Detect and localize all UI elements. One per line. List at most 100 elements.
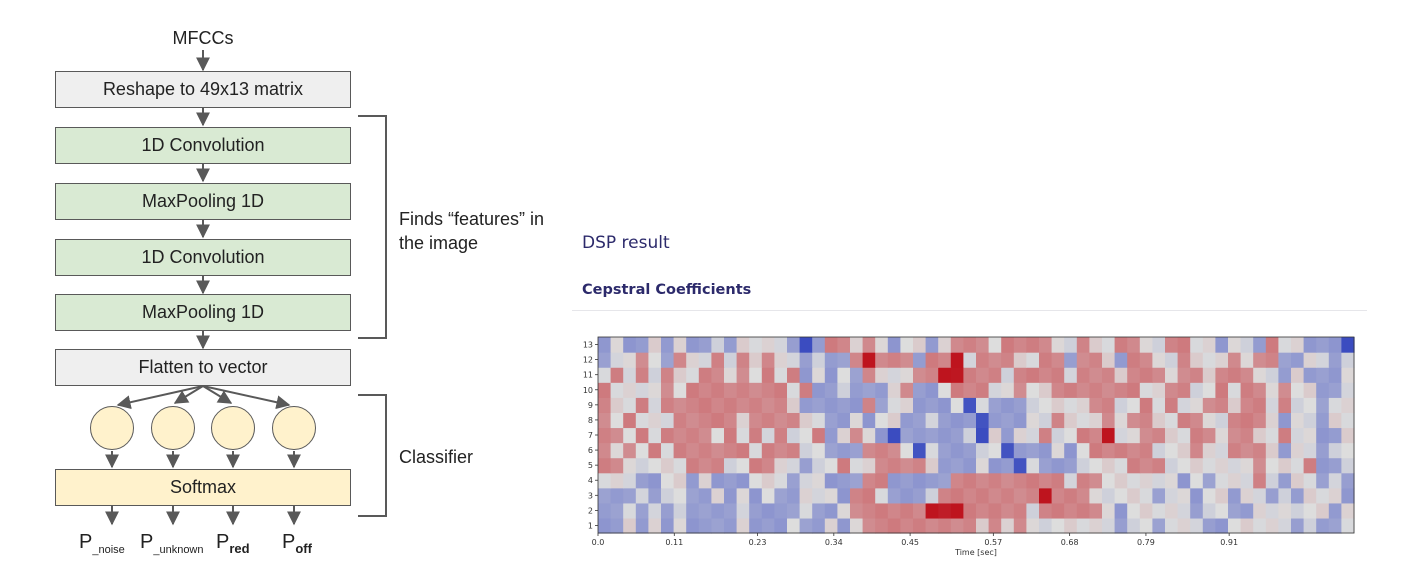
heatmap-cell xyxy=(824,487,838,504)
heatmap-cell xyxy=(812,412,826,429)
heatmap-cell xyxy=(1114,397,1128,413)
heatmap-cell xyxy=(1165,337,1179,353)
heatmap-cell xyxy=(988,487,1002,504)
heatmap-cell xyxy=(1202,337,1216,353)
heatmap-cell xyxy=(635,337,649,353)
heatmap-cell xyxy=(1240,412,1254,429)
heatmap-cell xyxy=(862,397,876,413)
heatmap-cell xyxy=(1089,442,1103,459)
heatmap-cell xyxy=(1152,352,1166,368)
heatmap-cell xyxy=(1177,442,1191,459)
heatmap-cell xyxy=(938,457,952,474)
y-tick-label: 11 xyxy=(583,371,593,380)
heatmap-cell xyxy=(610,472,624,489)
heatmap-cell xyxy=(1253,337,1267,353)
heatmap-cell xyxy=(963,487,977,504)
heatmap-cell xyxy=(900,457,914,474)
heatmap-cell xyxy=(950,517,964,534)
heatmap-cell xyxy=(673,472,687,489)
heatmap-cell xyxy=(1039,367,1053,383)
heatmap-cell xyxy=(1303,502,1317,519)
heatmap-cell xyxy=(1076,427,1090,444)
heatmap-cell xyxy=(799,337,813,353)
heatmap-cell xyxy=(648,397,662,413)
heatmap-cell xyxy=(1165,487,1179,504)
heatmap-cell xyxy=(1265,352,1279,368)
heatmap-cell xyxy=(812,352,826,368)
heatmap-cell xyxy=(1278,487,1292,504)
output-p-unknown: P_unknown xyxy=(140,531,204,556)
heatmap-cell xyxy=(837,337,851,353)
heatmap-cell xyxy=(698,517,712,534)
heatmap-cell xyxy=(661,502,675,519)
heatmap-cell xyxy=(610,427,624,444)
heatmap-cell xyxy=(1316,397,1330,413)
heatmap-cell xyxy=(1177,352,1191,368)
heatmap-cell xyxy=(1202,487,1216,504)
heatmap-cell xyxy=(1228,427,1242,444)
heatmap-cell xyxy=(1341,487,1355,504)
heatmap-cell xyxy=(925,487,939,504)
heatmap-cell xyxy=(988,352,1002,368)
conv1d-layer-1: 1D Convolution xyxy=(55,127,351,164)
heatmap-cell xyxy=(761,472,775,489)
heatmap-cell xyxy=(812,457,826,474)
heatmap-cell xyxy=(925,502,939,519)
heatmap-cell xyxy=(950,352,964,368)
heatmap-cell xyxy=(749,427,763,444)
heatmap-cell xyxy=(913,487,927,504)
heatmap-cell xyxy=(1291,427,1305,444)
heatmap-cell xyxy=(661,397,675,413)
heatmap-cell xyxy=(1001,502,1015,519)
heatmap-cell xyxy=(799,442,813,459)
heatmap-cell xyxy=(1013,412,1027,429)
heatmap-cell xyxy=(799,367,813,383)
heatmap-cell xyxy=(1064,487,1078,504)
heatmap-cell xyxy=(648,337,662,353)
output-p-red: Pred xyxy=(216,531,250,556)
heatmap-cell xyxy=(635,442,649,459)
heatmap-cell xyxy=(1316,382,1330,398)
heatmap-cell xyxy=(1026,472,1040,489)
heatmap-cell xyxy=(736,352,750,368)
heatmap-cell xyxy=(1089,457,1103,474)
heatmap-cell xyxy=(648,457,662,474)
heatmap-cell xyxy=(635,397,649,413)
heatmap-cell xyxy=(1202,352,1216,368)
heatmap-cell xyxy=(938,472,952,489)
heatmap-cell xyxy=(1026,337,1040,353)
heatmap-cell xyxy=(1076,517,1090,534)
heatmap-cell xyxy=(900,427,914,444)
heatmap-cell xyxy=(1190,517,1204,534)
heatmap-cell xyxy=(736,427,750,444)
heatmap-cell xyxy=(1039,487,1053,504)
heatmap-cell xyxy=(1202,367,1216,383)
heatmap-cell xyxy=(1228,517,1242,534)
heatmap-cell xyxy=(1165,442,1179,459)
heatmap-cell xyxy=(900,367,914,383)
heatmap-cell xyxy=(736,517,750,534)
heatmap-cell xyxy=(950,442,964,459)
heatmap-cell xyxy=(862,337,876,353)
heatmap-cell xyxy=(623,472,637,489)
heatmap-cell xyxy=(661,517,675,534)
heatmap-cell xyxy=(875,352,889,368)
softmax-layer: Softmax xyxy=(55,469,351,506)
heatmap-cell xyxy=(988,367,1002,383)
heatmap-cell xyxy=(799,502,813,519)
heatmap-cell xyxy=(1253,427,1267,444)
heatmap-cell xyxy=(686,487,700,504)
heatmap-cell xyxy=(913,382,927,398)
heatmap-cell xyxy=(875,412,889,429)
heatmap-cell xyxy=(711,427,725,444)
heatmap-cell xyxy=(1039,472,1053,489)
heatmap-cell xyxy=(1064,442,1078,459)
heatmap-cell xyxy=(1328,457,1342,474)
heatmap-cell xyxy=(1228,352,1242,368)
heatmap-cell xyxy=(698,487,712,504)
heatmap-cell xyxy=(1026,502,1040,519)
heatmap-cell xyxy=(1278,442,1292,459)
heatmap-cell xyxy=(976,382,990,398)
heatmap-cell xyxy=(661,472,675,489)
heatmap-cell xyxy=(1253,457,1267,474)
